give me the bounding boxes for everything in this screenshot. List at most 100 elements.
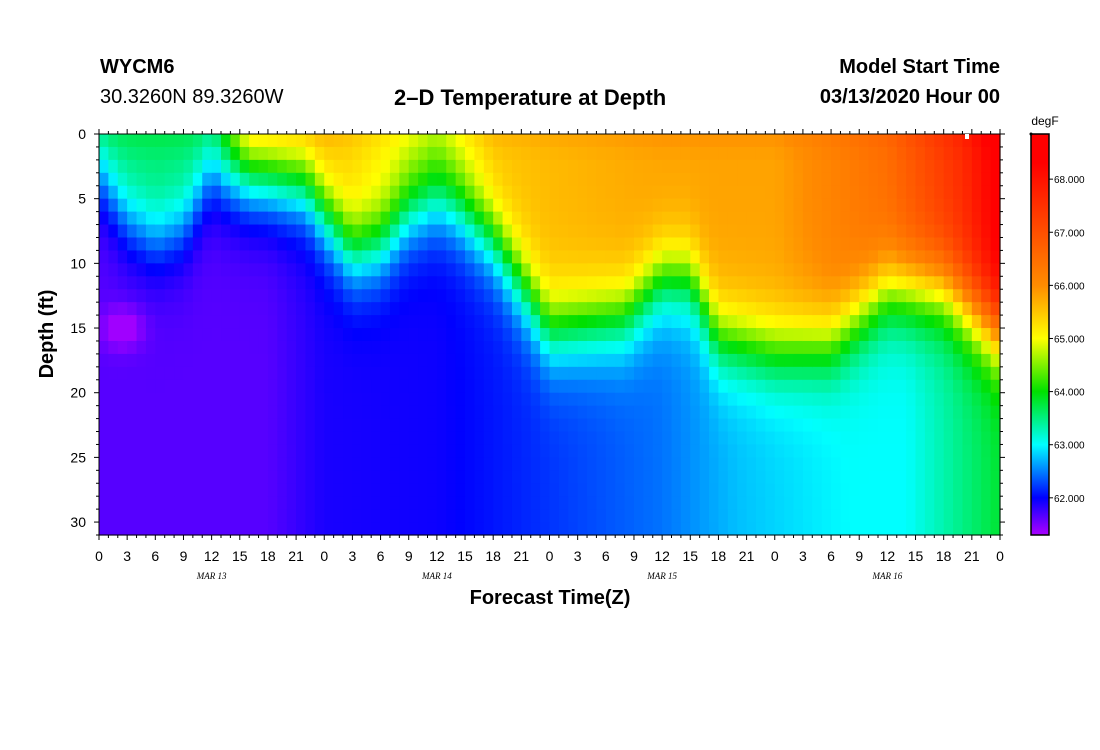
heatmap-cell xyxy=(455,224,466,239)
heatmap-cell xyxy=(239,185,250,200)
heatmap-cell xyxy=(286,418,297,433)
heatmap-cell xyxy=(812,198,823,213)
heatmap-cell xyxy=(943,134,954,148)
heatmap-cell xyxy=(812,289,823,303)
heatmap-cell xyxy=(568,444,579,458)
heatmap-cell xyxy=(314,392,325,407)
heatmap-cell xyxy=(474,263,485,277)
heatmap-cell xyxy=(633,172,644,187)
heatmap-cell xyxy=(943,146,954,161)
heatmap-cell xyxy=(343,431,354,446)
heatmap-cell xyxy=(324,366,335,381)
heatmap-cell xyxy=(249,483,260,497)
x-tick-label: 18 xyxy=(485,548,501,564)
heatmap-cell xyxy=(981,405,992,420)
heatmap-cell xyxy=(568,276,579,290)
heatmap-cell xyxy=(849,146,860,161)
heatmap-cell xyxy=(164,444,175,458)
heatmap-cell xyxy=(333,250,344,264)
heatmap-cell xyxy=(568,457,579,471)
heatmap-cell xyxy=(202,522,213,536)
heatmap-cell xyxy=(868,457,879,471)
heatmap-cell xyxy=(962,289,973,303)
heatmap-cell xyxy=(380,444,391,458)
heatmap-cell xyxy=(587,146,598,161)
heatmap-cell xyxy=(877,457,888,471)
heatmap-cell xyxy=(249,289,260,303)
heatmap-cell xyxy=(727,224,738,239)
heatmap-cell xyxy=(211,353,222,368)
heatmap-cell xyxy=(389,431,400,446)
heatmap-cell xyxy=(399,224,410,239)
heatmap-cell xyxy=(324,159,335,174)
heatmap-cell xyxy=(765,276,776,290)
heatmap-cell xyxy=(784,379,795,394)
heatmap-cell xyxy=(521,328,532,342)
heatmap-cell xyxy=(493,315,504,329)
heatmap-cell xyxy=(877,276,888,290)
heatmap-cell xyxy=(136,276,147,290)
heatmap-cell xyxy=(511,134,522,148)
heatmap-cell xyxy=(117,134,128,148)
heatmap-cell xyxy=(352,470,363,484)
heatmap-cell xyxy=(765,379,776,394)
heatmap-cell xyxy=(230,444,241,458)
heatmap-cell xyxy=(99,146,109,161)
heatmap-cell xyxy=(859,522,870,536)
heatmap-cell xyxy=(127,522,138,536)
heatmap-cell xyxy=(371,159,382,174)
colorbar-tick-label: 65.000 xyxy=(1054,334,1085,345)
heatmap-cell xyxy=(108,509,119,523)
heatmap-cell xyxy=(230,185,241,200)
heatmap-cell xyxy=(155,328,166,342)
heatmap-cell xyxy=(314,276,325,290)
heatmap-cell xyxy=(352,418,363,433)
heatmap-cell xyxy=(971,379,982,394)
heatmap-cell xyxy=(249,185,260,200)
heatmap-cell xyxy=(249,224,260,239)
heatmap-cell xyxy=(643,276,654,290)
heatmap-cell xyxy=(690,198,701,213)
heatmap-cell xyxy=(755,483,766,497)
heatmap-cell xyxy=(662,509,673,523)
heatmap-cell xyxy=(267,159,278,174)
heatmap-cell xyxy=(305,366,316,381)
heatmap-cell xyxy=(896,366,907,381)
heatmap-cell xyxy=(746,340,757,355)
heatmap-cell xyxy=(127,444,138,458)
heatmap-cell xyxy=(821,172,832,187)
heatmap-cell xyxy=(474,444,485,458)
heatmap-cell xyxy=(549,237,560,252)
heatmap-cell xyxy=(127,211,138,226)
heatmap-cell xyxy=(418,146,429,161)
heatmap-cell xyxy=(324,496,335,510)
heatmap-cell xyxy=(793,444,804,458)
heatmap-cell xyxy=(418,263,429,277)
heatmap-cell xyxy=(831,146,842,161)
heatmap-cell xyxy=(117,340,128,355)
heatmap-cell xyxy=(812,146,823,161)
heatmap-cell xyxy=(643,198,654,213)
heatmap-cell xyxy=(690,496,701,510)
heatmap-cell xyxy=(418,211,429,226)
heatmap-cell xyxy=(577,198,588,213)
heatmap-cell xyxy=(624,198,635,213)
heatmap-cell xyxy=(427,405,438,420)
heatmap-cell xyxy=(145,353,156,368)
heatmap-cell xyxy=(371,418,382,433)
heatmap-cell xyxy=(540,379,551,394)
heatmap-cell xyxy=(352,340,363,355)
heatmap-cell xyxy=(577,211,588,226)
heatmap-cell xyxy=(831,237,842,252)
heatmap-cell xyxy=(690,470,701,484)
heatmap-cell xyxy=(239,353,250,368)
heatmap-cell xyxy=(249,250,260,264)
heatmap-cell xyxy=(859,483,870,497)
heatmap-cell xyxy=(455,392,466,407)
heatmap-cell xyxy=(709,366,720,381)
heatmap-cell xyxy=(164,328,175,342)
heatmap-cell xyxy=(981,237,992,252)
heatmap-cell xyxy=(145,340,156,355)
heatmap-cell xyxy=(868,211,879,226)
heatmap-cell xyxy=(117,509,128,523)
